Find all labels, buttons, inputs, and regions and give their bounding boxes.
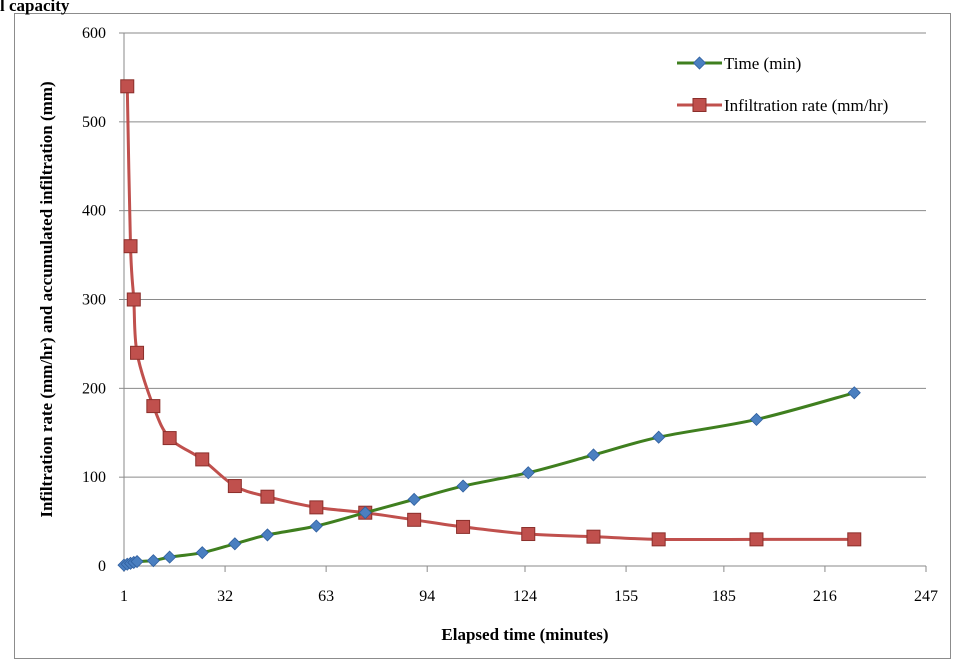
legend-marker-0 [694, 57, 706, 69]
infiltration-rate-point-5 [163, 432, 176, 445]
series-time [118, 387, 860, 571]
time-point-5 [147, 555, 159, 567]
y-tick-label-200: 200 [82, 380, 106, 397]
infiltration-rate-point-17 [848, 533, 861, 546]
infiltration-rate-point-15 [652, 533, 665, 546]
infiltration-rate-point-13 [522, 528, 535, 541]
time-point-15 [587, 449, 599, 461]
x-tick-label-32: 32 [217, 588, 233, 605]
legend-marker-1 [693, 99, 706, 112]
legend: Time (min) Infiltration rate (mm/hr) [677, 54, 888, 115]
infiltration-rate-point-11 [408, 513, 421, 526]
y-tick-label-400: 400 [82, 203, 106, 220]
x-tick-label-124: 124 [513, 588, 537, 605]
time-point-10 [310, 520, 322, 532]
infiltration-rate-point-3 [131, 346, 144, 359]
x-tick-label-155: 155 [614, 588, 638, 605]
time-point-17 [750, 413, 762, 425]
time-point-12 [408, 493, 420, 505]
y-tick-label-500: 500 [82, 114, 106, 131]
x-tick-label-63: 63 [318, 588, 334, 605]
x-tick-label-247: 247 [914, 588, 938, 605]
infiltration-rate-point-9 [310, 501, 323, 514]
y-tick-label-300: 300 [82, 292, 106, 309]
infiltration-rate-point-0 [121, 80, 134, 93]
infiltration-rate-point-16 [750, 533, 763, 546]
infiltration-rate-point-7 [228, 480, 241, 493]
legend-label-0: Time (min) [724, 54, 801, 73]
y-axis-title: Infiltration rate (mm/hr) and accumulate… [37, 81, 56, 517]
infiltration-rate-point-14 [587, 530, 600, 543]
legend-item-0: Time (min) [677, 54, 801, 73]
infiltration-rate-point-4 [147, 400, 160, 413]
infiltration-rate-point-12 [457, 520, 470, 533]
legend-label-1: Infiltration rate (mm/hr) [724, 96, 888, 115]
series-layer [118, 80, 861, 571]
x-tick-label-94: 94 [419, 588, 435, 605]
time-point-16 [653, 431, 665, 443]
infiltration-rate-point-2 [127, 293, 140, 306]
x-axis-title: Elapsed time (minutes) [441, 625, 608, 644]
y-tick-label-0: 0 [98, 558, 106, 575]
time-point-9 [261, 529, 273, 541]
infiltration-rate-point-1 [124, 240, 137, 253]
legend-item-1: Infiltration rate (mm/hr) [677, 96, 888, 115]
x-tick-label-1: 1 [120, 588, 128, 605]
infiltration-rate-point-6 [196, 453, 209, 466]
infiltration-rate-point-8 [261, 490, 274, 503]
x-tick-label-216: 216 [813, 588, 837, 605]
series-infiltration-rate [121, 80, 861, 546]
y-tick-label-100: 100 [82, 469, 106, 486]
time-point-13 [457, 480, 469, 492]
time-point-6 [164, 551, 176, 563]
infiltration-rate-line [127, 86, 854, 539]
time-point-7 [196, 547, 208, 559]
x-tick-label-185: 185 [712, 588, 736, 605]
y-tick-label-600: 600 [82, 25, 106, 42]
time-point-8 [229, 538, 241, 550]
